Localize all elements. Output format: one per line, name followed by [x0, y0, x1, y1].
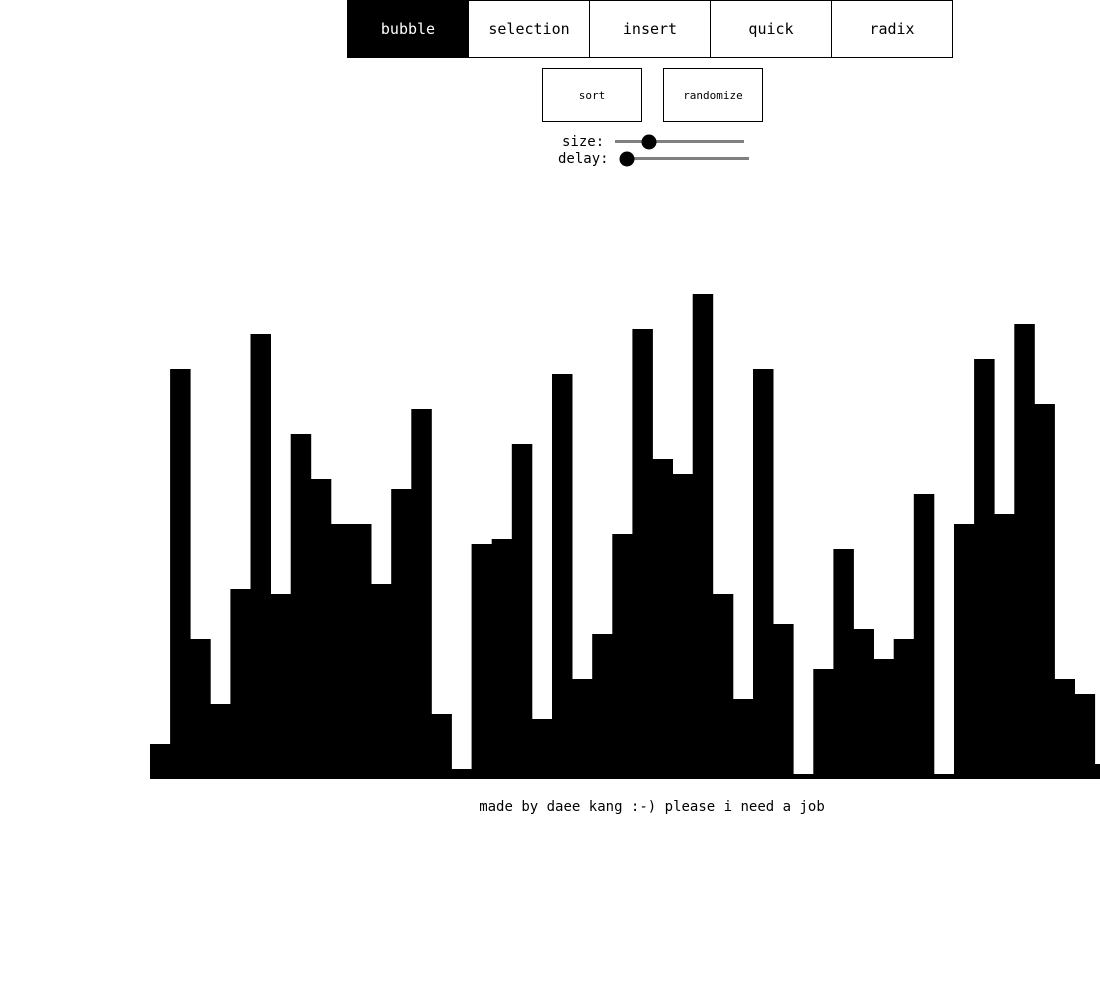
delay-label: delay: [558, 150, 609, 167]
array-bar [592, 634, 613, 779]
action-buttons: sort randomize [542, 68, 763, 122]
array-bar [1074, 694, 1096, 779]
size-label: size: [562, 133, 605, 150]
size-slider-thumb[interactable] [641, 134, 657, 149]
array-bar [190, 639, 211, 779]
size-slider[interactable] [615, 134, 745, 149]
array-bar [732, 699, 754, 779]
delay-slider-thumb[interactable] [619, 151, 635, 166]
array-bar [1014, 324, 1035, 779]
delay-slider[interactable] [619, 151, 749, 166]
array-bar [351, 524, 372, 779]
array-bar [170, 369, 191, 779]
array-bar [913, 494, 935, 779]
footer-credit: made by daee kang :-) please i need a jo… [479, 799, 825, 815]
array-bar [632, 329, 653, 779]
tab-insert[interactable]: insert [589, 0, 711, 58]
tab-radix[interactable]: radix [831, 0, 953, 58]
array-bar [310, 479, 332, 779]
array-bar [330, 524, 352, 779]
array-bars [150, 294, 1100, 779]
array-bar [893, 639, 915, 779]
array-bar [552, 374, 573, 779]
array-bar [672, 474, 694, 779]
array-bar [1094, 764, 1100, 779]
algorithm-tabs: bubble selection insert quick radix [347, 0, 953, 58]
array-bar [391, 489, 412, 779]
array-bar [270, 594, 292, 779]
array-bar [1034, 404, 1055, 779]
array-bar [773, 624, 794, 779]
array-bar [873, 659, 895, 779]
array-bar [974, 359, 995, 779]
array-bar [371, 584, 392, 779]
array-bar [753, 369, 774, 779]
array-bar [210, 704, 231, 779]
array-bar [230, 589, 251, 779]
array-bar [652, 459, 673, 779]
randomize-button[interactable]: randomize [663, 68, 763, 122]
array-bar [431, 714, 452, 779]
array-bar [853, 629, 874, 779]
size-control: size: [562, 133, 745, 150]
array-bar [290, 434, 312, 779]
array-bar [994, 514, 1015, 779]
array-bar [954, 524, 975, 779]
tab-bubble[interactable]: bubble [347, 0, 469, 58]
array-bar [491, 539, 513, 779]
sort-button[interactable]: sort [542, 68, 642, 122]
tab-quick[interactable]: quick [710, 0, 832, 58]
array-bar [1054, 679, 1075, 779]
array-bar [250, 334, 271, 779]
array-bar [813, 669, 834, 779]
array-bar [712, 594, 734, 779]
array-bar [833, 549, 854, 779]
array-bar [531, 719, 553, 779]
array-bar [471, 544, 493, 779]
array-bar [451, 769, 472, 779]
array-bar [612, 534, 633, 779]
array-bar [793, 774, 814, 779]
delay-control: delay: [558, 150, 749, 167]
array-bar [692, 294, 714, 779]
array-bar [511, 444, 533, 779]
array-bar [572, 679, 593, 779]
array-bar [933, 774, 955, 779]
array-bar [411, 409, 432, 779]
array-bar [150, 744, 171, 779]
tab-selection[interactable]: selection [468, 0, 590, 58]
